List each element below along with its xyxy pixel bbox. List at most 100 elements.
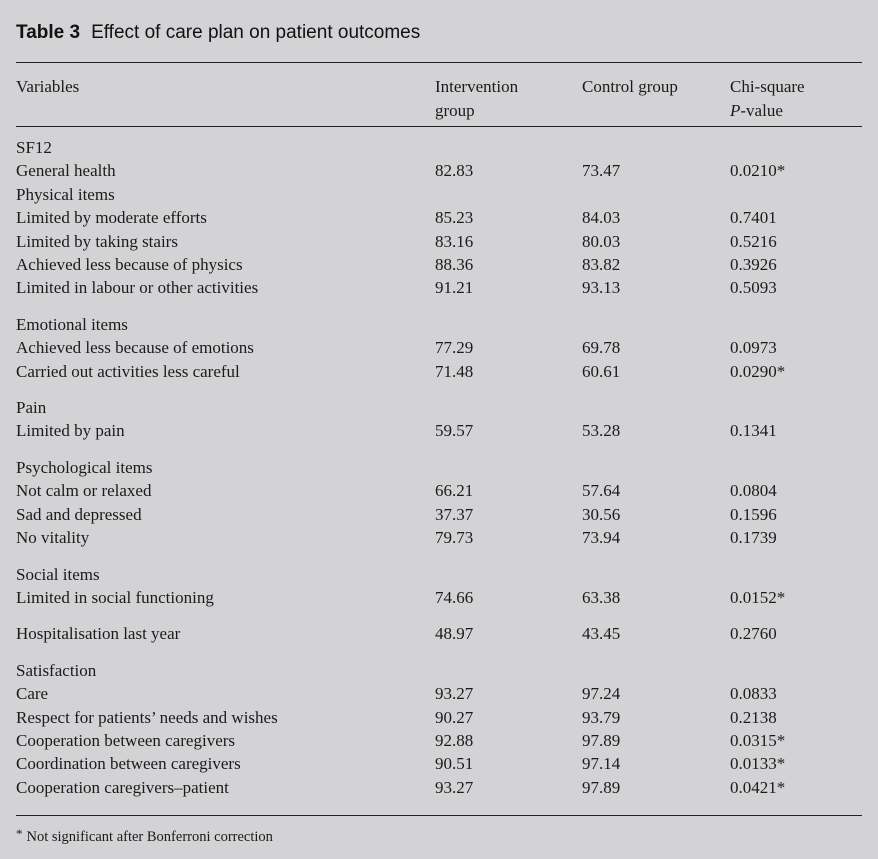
control-value-cell: 97.24 [582,684,621,704]
intervention-value-cell: 59.57 [435,421,474,441]
intervention-value-cell: 88.36 [435,255,474,275]
table-body: SF12 General health 82.83 73.47 0.0210* Physi… [16,127,862,815]
variable-cell: Achieved less because of emotions [16,338,254,358]
intervention-value-cell: 66.21 [435,481,474,501]
table-number: Table 3 [16,22,81,43]
pvalue-cell: 0.1341 [730,421,777,441]
control-value-cell: 30.56 [582,504,621,524]
intervention-value-cell: 79.73 [435,528,474,548]
column-header-chi-square-p-value: Chi-square P-value [730,77,805,120]
pvalue-cell: 0.1739 [730,528,777,548]
table-section-row: SF12 [16,136,862,159]
variable-cell: Satisfaction [16,660,97,680]
pvalue-cell [730,563,862,586]
intervention-value-cell [435,136,582,159]
pvalue-cell: 0.0315* [730,730,786,750]
table-row: Limited in labour or other activities 91.… [16,276,862,299]
table-row: General health 82.83 73.47 0.0210* [16,159,862,182]
column-header-variables: Variables [16,77,80,96]
variable-cell: Emotional items [16,314,128,334]
intervention-value-cell: 90.51 [435,754,474,774]
pvalue-cell: 0.0804 [730,481,777,501]
variable-cell: SF12 [16,138,52,157]
pvalue-cell: 0.3926 [730,255,777,275]
variable-cell: Cooperation caregivers–patient [16,777,229,797]
control-value-cell: 69.78 [582,338,621,358]
pvalue-cell: 0.5216 [730,231,777,251]
pvalue-cell: 0.2138 [730,707,777,727]
control-value-cell [582,563,730,586]
intervention-value-cell [435,396,582,419]
control-value-cell: 97.89 [582,730,621,750]
table-row: Achieved less because of emotions 77.29 69… [16,336,862,359]
intervention-value-cell: 92.88 [435,730,474,750]
variable-cell: Social items [16,564,100,584]
control-value-cell: 43.45 [582,624,621,644]
table-section-row: Psychological items [16,456,862,479]
pvalue-cell: 0.0290* [730,361,786,381]
pvalue-cell [730,313,862,336]
intervention-value-cell: 74.66 [435,587,474,607]
column-header-control-group: Control group [582,77,678,96]
variable-cell: Sad and depressed [16,504,142,524]
pvalue-cell: 0.0973 [730,338,777,358]
top-rule [16,62,862,63]
pvalue-cell [730,396,862,419]
control-value-cell [582,659,730,682]
pvalue-cell: 0.0421* [730,777,786,797]
table-row: No vitality 79.73 73.94 0.1739 [16,526,862,549]
table-row: Achieved less because of physics 88.36 83.… [16,253,862,276]
control-value-cell: 97.14 [582,754,621,774]
table-row: Limited by pain 59.57 53.28 0.1341 [16,419,862,442]
table-row: Limited by taking stairs 83.16 80.03 0.5216 [16,230,862,253]
intervention-value-cell [435,563,582,586]
control-value-cell [582,313,730,336]
variable-cell: Limited by moderate efforts [16,208,207,228]
pvalue-cell: 0.7401 [730,208,777,228]
variable-cell: Cooperation between caregivers [16,730,236,750]
variable-cell: Psychological items [16,457,153,477]
column-header-intervention-group: Intervention group [435,77,519,120]
variable-cell: Limited by pain [16,421,125,441]
pvalue-cell [730,183,862,206]
table-footnote: * Not significant after Bonferroni correc… [16,824,862,847]
control-value-cell: 63.38 [582,587,621,607]
table-row: Coordination between caregivers 90.51 97.1… [16,752,862,775]
variable-cell: Limited in labour or other activities [16,278,259,298]
footer-rule [16,815,862,817]
table-section-row: Pain [16,396,862,419]
variable-cell: Care [16,684,49,704]
intervention-value-cell [435,456,582,479]
pvalue-cell [730,456,862,479]
control-value-cell: 53.28 [582,421,621,441]
pvalue-cell [730,136,862,159]
intervention-value-cell: 91.21 [435,278,474,298]
table-row: Limited by moderate efforts 85.23 84.03 0.7… [16,206,862,229]
intervention-value-cell: 93.27 [435,684,474,704]
intervention-value-cell: 82.83 [435,161,474,181]
table-header-row: Variables Intervention group Control gro… [16,63,862,126]
intervention-value-cell [435,659,582,682]
pvalue-cell [730,659,862,682]
pvalue-cell: 0.1596 [730,504,777,524]
table-row: Not calm or relaxed 66.21 57.64 0.0804 [16,479,862,502]
table-title: Effect of care plan on patient outcomes [91,22,421,43]
intervention-value-cell: 83.16 [435,231,474,251]
control-value-cell: 73.47 [582,161,621,181]
control-value-cell [582,396,730,419]
table-row: Limited in social functioning 74.66 63.38 0… [16,586,862,609]
variable-cell: No vitality [16,528,90,548]
variable-cell: Carried out activities less careful [16,361,240,381]
table-caption: Table 3 Effect of care plan on patient ou… [16,0,862,46]
table-section-row: Social items [16,563,862,586]
pvalue-cell: 0.0152* [730,587,786,607]
control-value-cell: 97.89 [582,777,621,797]
control-value-cell: 80.03 [582,231,621,251]
footnote-asterisk: * [16,826,23,842]
table-section-row: Emotional items [16,313,862,336]
control-value-cell: 93.79 [582,707,621,727]
control-value-cell: 60.61 [582,361,621,381]
pvalue-cell: 0.0133* [730,754,786,774]
table-row: Cooperation between caregivers 92.88 97.89… [16,729,862,752]
control-value-cell: 84.03 [582,208,621,228]
